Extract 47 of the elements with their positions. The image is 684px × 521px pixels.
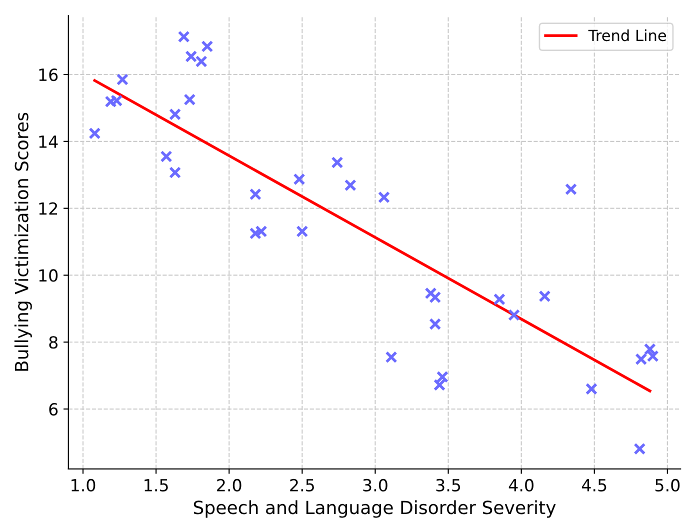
point bbox=[185, 50, 198, 62]
point bbox=[169, 108, 182, 120]
point bbox=[88, 127, 101, 140]
point bbox=[195, 55, 208, 68]
x-tick-label: 5.0 bbox=[655, 478, 680, 492]
point bbox=[585, 382, 598, 395]
x-tick-label: 1.5 bbox=[144, 479, 168, 492]
point bbox=[296, 225, 308, 238]
y-tick-label: 10 bbox=[39, 269, 58, 282]
y-tick-label: 14 bbox=[39, 136, 58, 148]
point bbox=[508, 308, 520, 322]
point bbox=[429, 291, 442, 304]
point bbox=[249, 188, 262, 200]
x-tick-label: 1.0 bbox=[72, 478, 96, 492]
point bbox=[201, 40, 214, 52]
point bbox=[634, 442, 646, 455]
point bbox=[184, 94, 196, 106]
y-tick-label: 16 bbox=[39, 68, 58, 82]
point bbox=[564, 183, 578, 196]
point bbox=[378, 191, 390, 204]
point bbox=[429, 318, 442, 330]
y-tick-label: 12 bbox=[39, 202, 58, 215]
point bbox=[538, 290, 551, 302]
point bbox=[331, 156, 344, 169]
x-tick-label: 2.5 bbox=[290, 478, 314, 492]
x-axis-title: Speech and Language Disorder Severity bbox=[194, 500, 556, 518]
point bbox=[385, 351, 398, 364]
point bbox=[293, 173, 306, 186]
x-tick-label: 3.5 bbox=[436, 478, 460, 492]
point bbox=[436, 370, 448, 383]
point bbox=[344, 179, 356, 192]
point bbox=[178, 30, 190, 43]
x-tick-label: 2.0 bbox=[217, 478, 242, 492]
y-tick-label: 6 bbox=[49, 402, 58, 416]
y-axis-title: Bullying Victimization Scores bbox=[14, 112, 32, 371]
point bbox=[644, 343, 656, 356]
point bbox=[169, 166, 182, 179]
point bbox=[160, 150, 172, 163]
legend-label: Trend Line bbox=[588, 29, 666, 42]
point bbox=[493, 293, 506, 306]
point bbox=[424, 287, 437, 300]
point bbox=[116, 73, 129, 86]
x-tick-label: 4.5 bbox=[582, 479, 606, 492]
point bbox=[433, 378, 446, 391]
x-tick-label: 3.0 bbox=[363, 478, 388, 492]
y-tick-label: 8 bbox=[49, 336, 58, 349]
x-tick-label: 4.0 bbox=[508, 478, 534, 492]
